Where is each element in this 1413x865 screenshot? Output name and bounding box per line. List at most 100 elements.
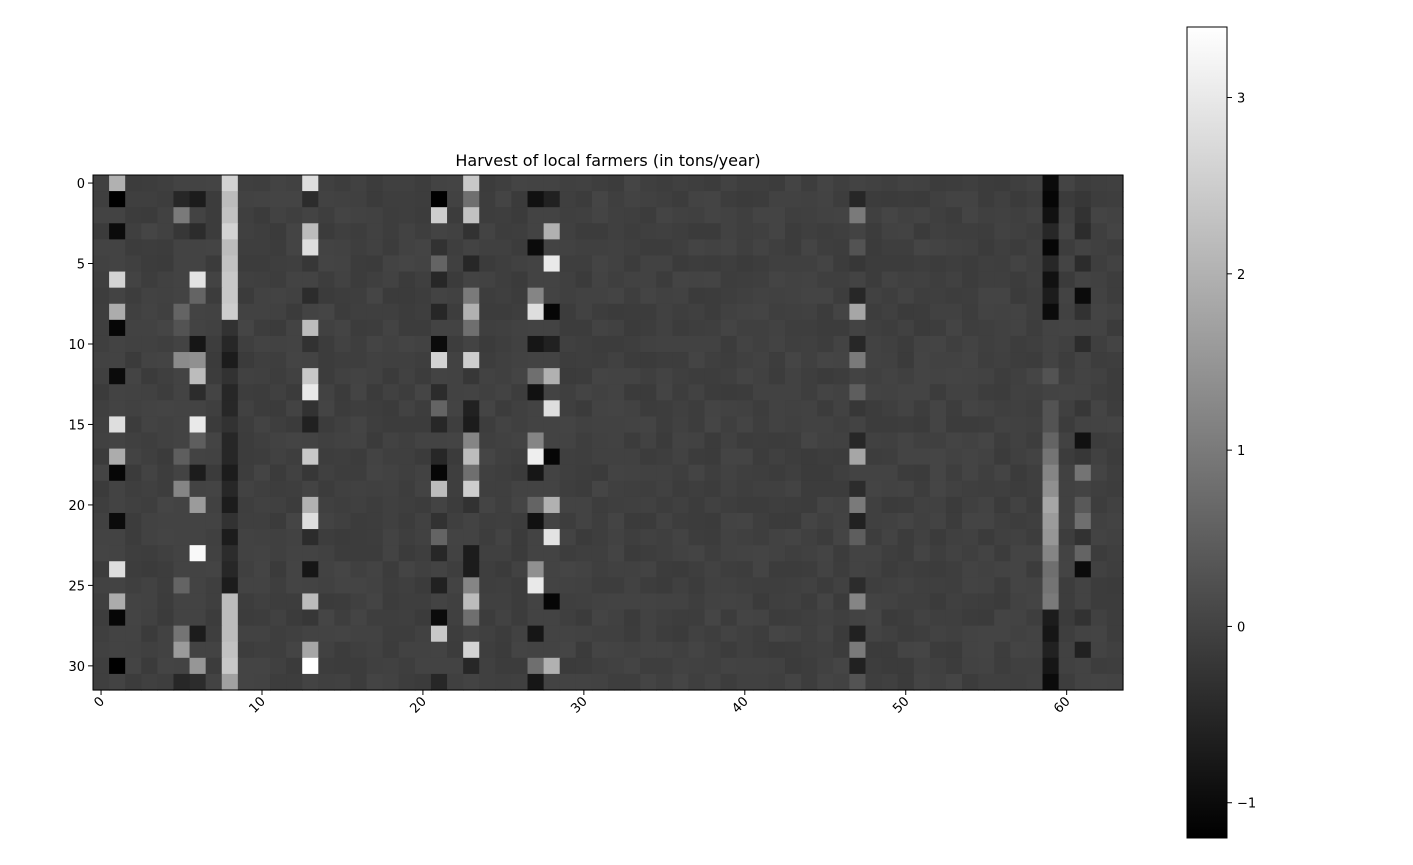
heatmap-cell xyxy=(109,512,126,530)
heatmap-cell xyxy=(575,641,593,659)
heatmap-cell xyxy=(978,480,995,498)
heatmap-cell xyxy=(801,529,818,546)
heatmap-cell xyxy=(656,319,673,337)
heatmap-cell xyxy=(1042,191,1060,208)
heatmap-cell xyxy=(205,641,223,659)
heatmap-cell xyxy=(270,432,287,450)
heatmap-cell xyxy=(575,223,593,240)
heatmap-cell xyxy=(608,432,625,450)
heatmap-cell xyxy=(479,545,496,562)
heatmap-cell xyxy=(1106,512,1124,530)
heatmap-cell xyxy=(962,561,979,578)
heatmap-cell xyxy=(591,400,609,417)
heatmap-cell xyxy=(704,400,722,417)
heatmap-cell xyxy=(479,416,496,434)
heatmap-cell xyxy=(962,480,979,498)
heatmap-cell xyxy=(704,641,722,659)
heatmap-cell xyxy=(672,384,690,401)
heatmap-cell xyxy=(575,577,593,595)
heatmap-cell xyxy=(511,335,529,353)
heatmap-cell xyxy=(608,448,625,466)
heatmap-cell xyxy=(608,207,625,224)
y-tick-label: 25 xyxy=(68,579,85,594)
heatmap-cell xyxy=(237,352,255,369)
heatmap-cell xyxy=(495,432,513,450)
heatmap-cell xyxy=(881,319,899,337)
heatmap-cell xyxy=(640,480,657,498)
heatmap-cell xyxy=(157,352,175,369)
heatmap-cell xyxy=(752,673,770,691)
heatmap-cell xyxy=(1042,368,1060,385)
heatmap-cell xyxy=(93,545,110,562)
heatmap-cell xyxy=(656,368,673,385)
heatmap-cell xyxy=(1090,625,1108,643)
heatmap-cell xyxy=(1090,335,1108,353)
heatmap-cell xyxy=(479,480,496,498)
heatmap-cell xyxy=(157,593,175,611)
heatmap-cell xyxy=(801,641,818,659)
heatmap-cell xyxy=(720,464,738,482)
heatmap-cell xyxy=(929,448,947,466)
heatmap-cell xyxy=(575,512,593,530)
heatmap-cell xyxy=(366,175,384,192)
heatmap-cell xyxy=(1042,271,1060,289)
heatmap-cell xyxy=(785,480,802,498)
heatmap-cell xyxy=(1042,287,1060,305)
heatmap-cell xyxy=(736,191,754,208)
heatmap-cell xyxy=(591,545,609,562)
heatmap-cell xyxy=(962,271,979,289)
heatmap-cell xyxy=(1010,191,1028,208)
heatmap-cell xyxy=(414,319,432,337)
heatmap-cell xyxy=(849,384,867,401)
heatmap-cell xyxy=(817,175,834,192)
heatmap-cell xyxy=(350,496,368,514)
heatmap-cell xyxy=(849,529,867,546)
heatmap-cell xyxy=(736,480,754,498)
heatmap-cell xyxy=(768,255,786,273)
heatmap-cell xyxy=(157,448,175,466)
heatmap-cell xyxy=(511,271,529,289)
heatmap-cell xyxy=(463,480,480,498)
heatmap-cell xyxy=(736,384,754,401)
heatmap-cell xyxy=(511,545,529,562)
heatmap-cell xyxy=(1074,545,1092,562)
heatmap-cell xyxy=(318,175,335,192)
heatmap-cell xyxy=(543,287,561,305)
heatmap-cell xyxy=(817,400,834,417)
heatmap-cell xyxy=(334,255,352,273)
heatmap-cell xyxy=(1090,255,1108,273)
heatmap-cell xyxy=(1058,255,1076,273)
heatmap-cell xyxy=(463,641,480,659)
heatmap-cell xyxy=(318,593,335,611)
heatmap-cell xyxy=(929,368,947,385)
heatmap-cell xyxy=(543,319,561,337)
heatmap-cell xyxy=(221,641,239,659)
heatmap-cell xyxy=(302,239,319,257)
heatmap-cell xyxy=(527,255,545,273)
heatmap-cell xyxy=(221,352,239,369)
heatmap-cell xyxy=(173,287,191,305)
heatmap-cell xyxy=(447,207,464,224)
heatmap-cell xyxy=(237,207,255,224)
heatmap-cell xyxy=(125,496,142,514)
heatmap-cell xyxy=(463,368,480,385)
heatmap-cell xyxy=(1074,384,1092,401)
heatmap-cell xyxy=(527,271,545,289)
heatmap-cell xyxy=(398,448,416,466)
heatmap-cell xyxy=(994,496,1011,514)
heatmap-cell xyxy=(752,239,770,257)
heatmap-cell xyxy=(527,545,545,562)
heatmap-cell xyxy=(1058,175,1076,192)
heatmap-cell xyxy=(447,657,464,675)
heatmap-cell xyxy=(1058,593,1076,611)
heatmap-cell xyxy=(1010,207,1028,224)
heatmap-cell xyxy=(1010,641,1028,659)
heatmap-cell xyxy=(382,303,400,321)
heatmap-cell xyxy=(897,207,915,224)
heatmap-cell xyxy=(913,175,931,192)
heatmap-cell xyxy=(704,384,722,401)
heatmap-cell xyxy=(994,432,1011,450)
heatmap-cell xyxy=(1106,561,1124,578)
heatmap-cell xyxy=(865,561,883,578)
heatmap-cell xyxy=(672,464,690,482)
